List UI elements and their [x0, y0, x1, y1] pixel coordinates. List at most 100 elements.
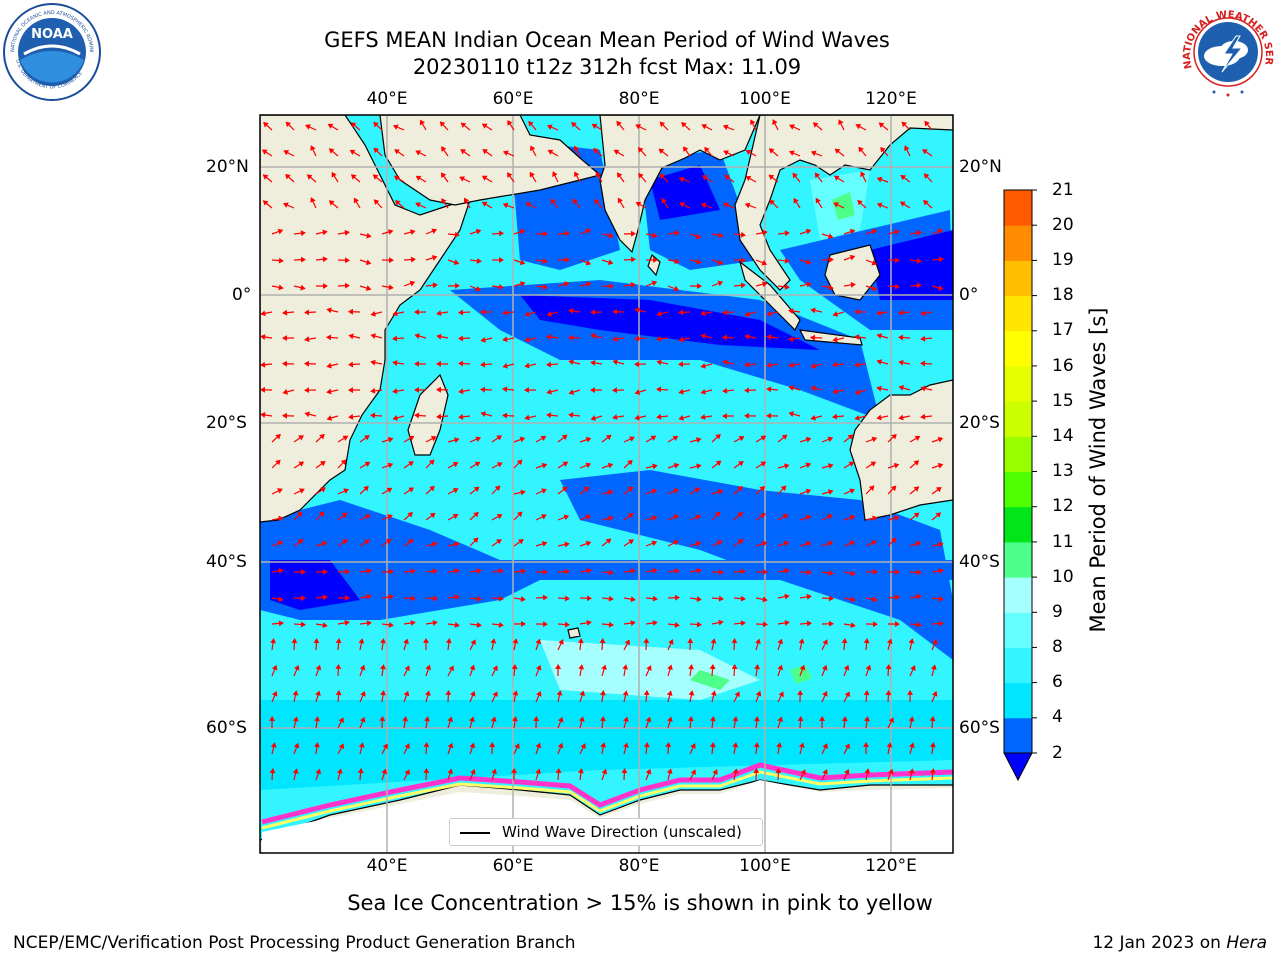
wave-vector — [733, 691, 740, 703]
wave-vector — [351, 122, 361, 131]
wave-vector — [315, 461, 326, 469]
wave-vector-head — [744, 333, 750, 340]
wave-vector-head — [717, 540, 723, 546]
wave-vector-head — [612, 308, 618, 315]
wave-vector — [657, 311, 669, 316]
wave-vector — [645, 717, 651, 729]
colorbar-label: 4 — [1052, 707, 1063, 727]
wave-vector-head — [895, 621, 900, 627]
wave-vector — [535, 639, 541, 651]
wave-vector-head — [292, 690, 299, 696]
wave-vector-head — [806, 259, 812, 265]
wave-vector-head — [798, 742, 805, 748]
wave-vector — [623, 691, 627, 703]
y-tick-right-60s: 60°S — [959, 718, 1000, 738]
wave-vector — [635, 308, 647, 313]
wave-vector — [329, 148, 339, 157]
wave-vector-head — [656, 310, 662, 317]
wave-vector-head — [821, 664, 828, 671]
wave-vector-head — [499, 257, 504, 263]
wave-vector — [315, 691, 320, 703]
wave-vector-head — [935, 487, 942, 493]
wave-vector — [733, 436, 744, 443]
wave-vector-head — [574, 171, 580, 178]
wave-vector — [315, 487, 326, 495]
wave-vector-head — [393, 175, 400, 181]
wave-vector-head — [834, 148, 841, 154]
wave-vector — [394, 175, 405, 183]
wave-vector — [767, 388, 779, 391]
wave-vector — [557, 570, 570, 573]
wave-vector — [293, 461, 304, 469]
wave-vector — [381, 487, 392, 495]
wave-vector — [667, 639, 673, 651]
wave-vector-head — [533, 716, 540, 722]
wave-vector-head — [275, 459, 281, 466]
wave-vector-head — [546, 334, 552, 340]
wave-vector — [623, 640, 630, 651]
wave-vector-head — [904, 145, 910, 152]
wave-vector-head — [634, 389, 641, 395]
wave-vector-head — [709, 742, 716, 748]
wave-vector-head — [507, 120, 513, 126]
wave-vector-head — [806, 620, 812, 627]
wave-vector-head — [929, 768, 936, 774]
wave-vector — [667, 463, 679, 469]
wave-vector — [789, 124, 801, 131]
wave-vector-head — [342, 539, 348, 545]
wave-vector-head — [929, 716, 936, 722]
wave-vector — [701, 415, 713, 419]
colorbar-segment — [1004, 330, 1032, 367]
wave-vector-head — [885, 690, 892, 696]
wave-vector-head — [806, 593, 812, 600]
wave-vector-head — [511, 768, 518, 774]
wave-vector — [755, 259, 767, 265]
wave-vector-head — [731, 664, 738, 670]
wave-vector — [689, 259, 701, 264]
wave-vector — [623, 486, 634, 495]
wave-vector — [887, 485, 897, 495]
wave-vector — [931, 716, 934, 729]
wave-vector — [689, 597, 701, 601]
wave-vector-head — [430, 436, 437, 442]
wave-vector — [594, 199, 603, 209]
wave-vector — [337, 664, 340, 677]
wave-vector-head — [656, 413, 662, 420]
wave-vector-head — [410, 229, 416, 235]
wave-vector-head — [300, 595, 306, 602]
wave-vector — [777, 485, 787, 495]
wave-vector-head — [855, 124, 862, 130]
wave-vector-head — [310, 197, 316, 203]
wave-vector — [777, 434, 788, 443]
wave-vector — [381, 230, 393, 235]
wave-vector — [821, 571, 833, 575]
wave-vector-head — [784, 567, 790, 574]
wave-vector — [530, 146, 537, 157]
wave-vector — [755, 743, 758, 755]
wave-vector — [271, 517, 283, 521]
wave-vector-head — [454, 282, 460, 289]
wave-vector — [337, 638, 340, 651]
wave-vector — [591, 361, 603, 365]
wave-vector-head — [535, 768, 541, 775]
wave-vector-head — [850, 596, 856, 603]
wave-vector — [283, 203, 295, 209]
wave-vector — [293, 232, 305, 235]
wave-vector-head — [700, 388, 706, 395]
wave-vector-head — [700, 362, 706, 369]
wave-vector — [843, 769, 849, 781]
wave-vector-head — [628, 539, 634, 545]
wave-vector-head — [291, 638, 298, 644]
colorbar-segment — [1004, 471, 1032, 508]
wave-vector — [723, 203, 735, 209]
wave-vector — [425, 621, 437, 625]
ocean-field — [260, 115, 953, 853]
wave-vector — [315, 541, 327, 547]
wave-vector-head — [519, 259, 526, 266]
wave-vector — [469, 461, 480, 469]
wave-vector — [865, 485, 875, 495]
wave-vector-head — [392, 360, 398, 366]
wave-vector-head — [888, 717, 894, 724]
wave-vector-head — [586, 568, 592, 574]
wave-vector — [315, 623, 327, 627]
